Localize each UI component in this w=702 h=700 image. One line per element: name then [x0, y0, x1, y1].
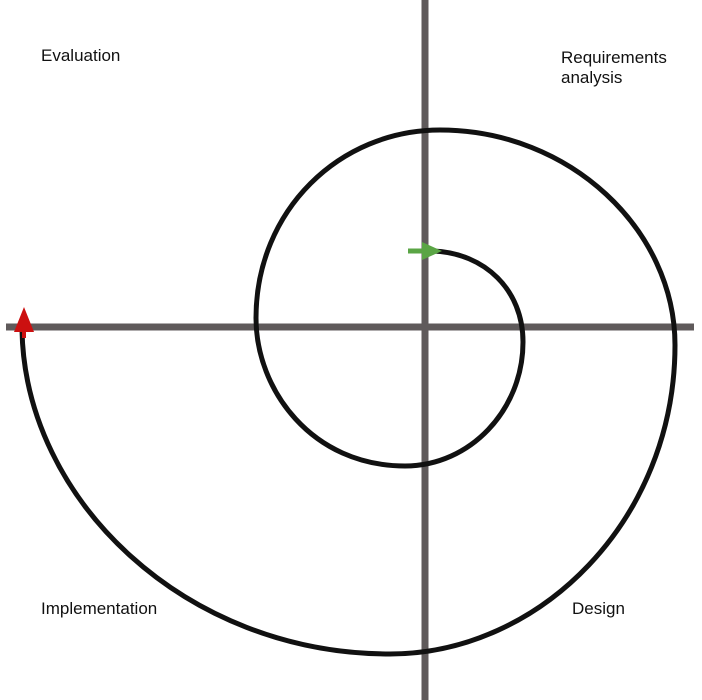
spiral-path	[19, 127, 678, 657]
analysis-line: analysis	[561, 68, 623, 87]
requirements-analysis-label: Requirements analysis	[561, 48, 667, 88]
requirements-line: Requirements	[561, 48, 667, 67]
implementation-label: Implementation	[41, 599, 158, 618]
evaluation-label: Evaluation	[41, 46, 121, 65]
end-arrow-icon	[14, 307, 34, 338]
design-label: Design	[572, 599, 625, 618]
start-arrow-icon	[408, 242, 442, 260]
